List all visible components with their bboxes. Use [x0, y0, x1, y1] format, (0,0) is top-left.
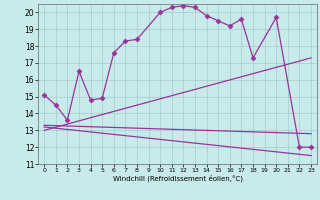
X-axis label: Windchill (Refroidissement éolien,°C): Windchill (Refroidissement éolien,°C)	[113, 175, 243, 182]
